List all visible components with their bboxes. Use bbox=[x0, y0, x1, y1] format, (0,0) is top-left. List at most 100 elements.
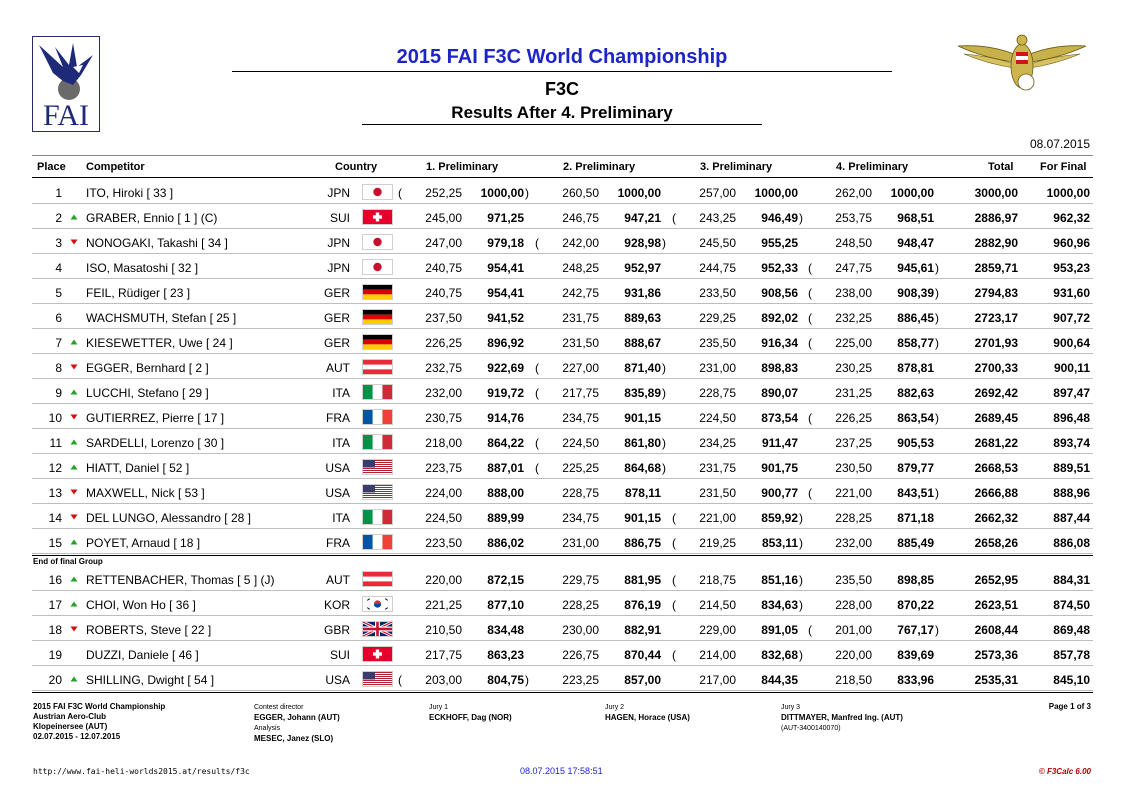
normalized-score: 864,22 bbox=[487, 436, 524, 450]
aero-club-eagle-logo bbox=[954, 32, 1090, 94]
total-score: 3000,00 bbox=[974, 186, 1018, 200]
dropped-open-paren: ( bbox=[535, 461, 539, 475]
table-row: 20 SHILLING, Dwight [ 54 ] USA (203,00 804,7… bbox=[32, 666, 1093, 691]
normalized-score: 922,69 bbox=[487, 361, 524, 375]
country-code: KOR bbox=[323, 598, 350, 612]
competitor-name: ITO, Hiroki [ 33 ] bbox=[86, 186, 174, 200]
dropped-close-paren: ) bbox=[662, 236, 666, 250]
print-timestamp: 08.07.2015 17:58:51 bbox=[520, 766, 603, 776]
country-code: JPN bbox=[327, 236, 350, 250]
normalized-score: 832,68 bbox=[761, 648, 798, 662]
for-final-score: 887,44 bbox=[1053, 511, 1090, 525]
trend-down-icon bbox=[70, 625, 78, 633]
place: 9 bbox=[55, 386, 62, 400]
competitor-name: DUZZI, Daniele [ 46 ] bbox=[86, 648, 199, 662]
country-code: AUT bbox=[326, 573, 350, 587]
raw-score: 243,25 bbox=[699, 211, 736, 225]
normalized-score: 1000,00 bbox=[754, 186, 798, 200]
footer-dates: 02.07.2015 - 12.07.2015 bbox=[33, 732, 121, 741]
for-final-score: 845,10 bbox=[1053, 673, 1090, 687]
fra-flag-icon bbox=[362, 409, 393, 425]
trend-down-icon bbox=[70, 363, 78, 371]
final-group-label: End of final Group bbox=[33, 557, 103, 566]
aut-flag-icon bbox=[362, 359, 393, 375]
fai-logo-text: FAI bbox=[42, 99, 90, 132]
place: 3 bbox=[55, 236, 62, 250]
raw-score: 228,25 bbox=[562, 598, 599, 612]
raw-score: 257,00 bbox=[699, 186, 736, 200]
normalized-score: 889,99 bbox=[487, 511, 524, 525]
usa-flag-icon bbox=[362, 671, 393, 687]
total-score: 2535,31 bbox=[974, 673, 1018, 687]
jpn-flag-icon bbox=[362, 234, 393, 250]
raw-score: 220,00 bbox=[835, 648, 872, 662]
raw-score: 225,00 bbox=[835, 336, 872, 350]
competitor-name: GUTIERREZ, Pierre [ 17 ] bbox=[86, 411, 225, 425]
dropped-close-paren: ) bbox=[935, 486, 939, 500]
normalized-score: 889,63 bbox=[624, 311, 661, 325]
normalized-score: 833,96 bbox=[897, 673, 934, 687]
country-code: JPN bbox=[327, 186, 350, 200]
normalized-score: 1000,00 bbox=[617, 186, 661, 200]
competitor-name: GRABER, Ennio [ 1 ] (C) bbox=[86, 211, 218, 225]
total-score: 2886,97 bbox=[974, 211, 1018, 225]
competitor-name: CHOI, Won Ho [ 36 ] bbox=[86, 598, 196, 612]
normalized-score: 952,97 bbox=[624, 261, 661, 275]
ita-flag-icon bbox=[362, 434, 393, 450]
place: 1 bbox=[55, 186, 62, 200]
raw-score: 245,50 bbox=[699, 236, 736, 250]
normalized-score: 901,75 bbox=[761, 461, 798, 475]
ita-flag-icon bbox=[362, 509, 393, 525]
normalized-score: 871,40 bbox=[624, 361, 661, 375]
jury1: ECKHOFF, Dag (NOR) bbox=[429, 713, 512, 722]
normalized-score: 851,16 bbox=[761, 573, 798, 587]
country-code: FRA bbox=[326, 411, 350, 425]
col-place: Place bbox=[37, 161, 66, 173]
raw-score: 248,50 bbox=[835, 236, 872, 250]
normalized-score: 834,63 bbox=[761, 598, 798, 612]
place: 6 bbox=[55, 311, 62, 325]
jury2-label: Jury 2 bbox=[605, 704, 625, 711]
normalized-score: 804,75 bbox=[487, 673, 524, 687]
normalized-score: 857,00 bbox=[624, 673, 661, 687]
raw-score: 242,00 bbox=[562, 236, 599, 250]
normalized-score: 839,69 bbox=[897, 648, 934, 662]
normalized-score: 835,89 bbox=[624, 386, 661, 400]
place: 18 bbox=[48, 623, 62, 637]
contest-director-label: Contest director bbox=[254, 704, 304, 711]
subtitle-divider bbox=[362, 124, 762, 125]
country-code: GER bbox=[323, 286, 350, 300]
raw-score: 242,75 bbox=[562, 286, 599, 300]
footer-event-info: 2015 FAI F3C World Championship Austrian… bbox=[33, 702, 165, 742]
dropped-close-paren: ) bbox=[525, 673, 529, 687]
raw-score: 228,75 bbox=[699, 386, 736, 400]
dropped-open-paren: ( bbox=[808, 623, 812, 637]
normalized-score: 876,19 bbox=[624, 598, 661, 612]
trend-down-icon bbox=[70, 238, 78, 246]
place: 13 bbox=[48, 486, 62, 500]
normalized-score: 888,67 bbox=[624, 336, 661, 350]
raw-score: 218,50 bbox=[835, 673, 872, 687]
dropped-open-paren: ( bbox=[672, 211, 676, 225]
dropped-close-paren: ) bbox=[935, 311, 939, 325]
footer-jury-1: Jury 1 ECKHOFF, Dag (NOR) bbox=[429, 702, 512, 723]
table-row: 6 WACHSMUTH, Stefan [ 25 ] GER 237,50 941,52… bbox=[32, 304, 1093, 329]
jury3-label: Jury 3 bbox=[781, 704, 801, 711]
total-score: 2882,90 bbox=[974, 236, 1018, 250]
competitor-name: ROBERTS, Steve [ 22 ] bbox=[86, 623, 212, 637]
for-final-score: 889,51 bbox=[1053, 461, 1090, 475]
dropped-open-paren: ( bbox=[808, 336, 812, 350]
table-row: 18 ROBERTS, Steve [ 22 ] GBR 210,50 834,48 23… bbox=[32, 616, 1093, 641]
dropped-open-paren: ( bbox=[535, 361, 539, 375]
normalized-score: 767,17 bbox=[897, 623, 934, 637]
raw-score: 223,75 bbox=[425, 461, 462, 475]
raw-score: 224,50 bbox=[562, 436, 599, 450]
sui-flag-icon bbox=[362, 646, 393, 662]
total-score: 2689,45 bbox=[974, 411, 1018, 425]
place: 2 bbox=[55, 211, 62, 225]
normalized-score: 879,77 bbox=[897, 461, 934, 475]
eagle-globe-icon bbox=[39, 43, 93, 100]
trend-up-icon bbox=[70, 463, 78, 471]
country-code: SUI bbox=[329, 211, 350, 225]
competitor-name: ISO, Masatoshi [ 32 ] bbox=[86, 261, 199, 275]
